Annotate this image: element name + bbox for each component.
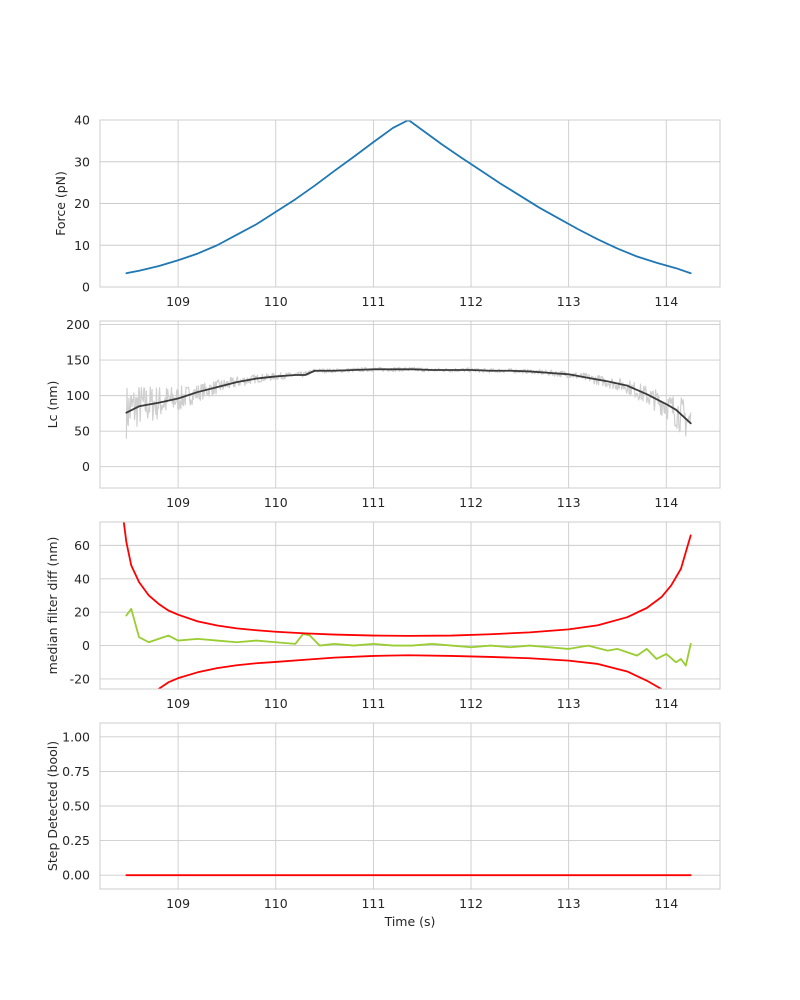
series-line-series-0 <box>125 120 692 275</box>
axes-frame <box>99 320 721 489</box>
panel-median-filter-diff: 109 110 111 112 113 114 -20 0 20 40 60 median filte… <box>45 521 721 711</box>
x-tick-label: 109 <box>166 696 190 711</box>
x-tick-label: 114 <box>654 294 678 309</box>
x-tick-label: 114 <box>654 896 678 911</box>
x-tick-label: 109 <box>166 896 190 911</box>
plot-area <box>122 522 692 689</box>
x-tick-label: 111 <box>361 294 385 309</box>
x-tick-label: 114 <box>654 495 678 510</box>
x-tick-label: 110 <box>264 294 288 309</box>
axes-frame <box>99 521 721 690</box>
series-line-diff <box>125 607 692 667</box>
y-tick-label: 0 <box>82 638 90 653</box>
y-tick-label: 0.25 <box>62 833 90 848</box>
y-tick-label: -20 <box>70 671 90 686</box>
x-tick-label: 113 <box>557 696 581 711</box>
x-tick-label: 110 <box>264 696 288 711</box>
y-tick-label: 40 <box>74 571 90 586</box>
panel-force: 109 110 111 112 113 114 0 10 20 30 40 Force (pN) <box>53 113 721 309</box>
x-tick-label: 110 <box>264 495 288 510</box>
y-tick-label: 40 <box>74 113 90 128</box>
y-tick-label: 20 <box>74 605 90 620</box>
x-tick-label: 111 <box>361 495 385 510</box>
x-tick-label: 114 <box>654 696 678 711</box>
y-axis-label: Lc (nm) <box>45 381 60 429</box>
x-tick-label: 110 <box>264 896 288 911</box>
x-tick-label: 109 <box>166 495 190 510</box>
plot-area <box>125 120 692 275</box>
y-tick-label: 50 <box>74 424 90 439</box>
x-tick-label: 111 <box>361 696 385 711</box>
x-tick-label: 111 <box>361 896 385 911</box>
axes-frame <box>99 722 721 890</box>
x-tick-label: 112 <box>459 294 483 309</box>
series-line-lower-threshold <box>157 654 663 689</box>
y-tick-label: 150 <box>66 353 90 368</box>
x-tick-label: 109 <box>166 294 190 309</box>
y-axis-label: median filter diff (nm) <box>45 537 60 675</box>
x-tick-label: 112 <box>459 495 483 510</box>
plot-area <box>125 366 692 439</box>
y-tick-label: 10 <box>74 238 90 253</box>
y-tick-label: 60 <box>74 538 90 553</box>
x-axis-label: Time (s) <box>384 914 436 929</box>
y-tick-label: 1.00 <box>62 729 90 744</box>
x-tick-label: 112 <box>459 696 483 711</box>
series-line-upper-threshold <box>122 522 692 637</box>
panel-contour-length: 109 110 111 112 113 114 0 50 100 150 200 Lc (nm) <box>45 317 721 510</box>
y-tick-label: 100 <box>66 388 90 403</box>
x-tick-label: 113 <box>557 495 581 510</box>
y-tick-label: 30 <box>74 154 90 169</box>
y-axis-label: Force (pN) <box>53 171 68 236</box>
y-tick-label: 0.00 <box>62 868 90 883</box>
series-line-raw <box>125 366 692 439</box>
y-tick-label: 200 <box>66 317 90 332</box>
panel-step-detected: 109 110 111 112 113 114 0.00 0.25 0.50 0.75 1.00St… <box>45 722 721 929</box>
y-tick-label: 0 <box>82 459 90 474</box>
x-tick-label: 113 <box>557 896 581 911</box>
x-tick-label: 112 <box>459 896 483 911</box>
y-tick-label: 0 <box>82 280 90 295</box>
x-tick-label: 113 <box>557 294 581 309</box>
y-tick-label: 0.50 <box>62 799 90 814</box>
y-axis-label: Step Detected (bool) <box>45 741 60 871</box>
y-tick-label: 20 <box>74 196 90 211</box>
axes-frame <box>99 119 721 288</box>
series-line-smoothed <box>125 368 692 425</box>
y-tick-label: 0.75 <box>62 764 90 779</box>
